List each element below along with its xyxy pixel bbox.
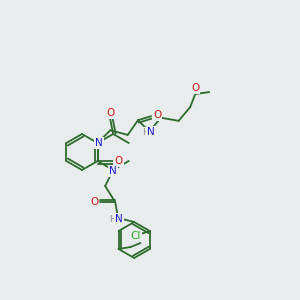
Text: H: H	[109, 214, 116, 224]
Text: H: H	[142, 128, 149, 137]
Text: O: O	[153, 110, 161, 120]
Text: N: N	[148, 128, 155, 137]
Text: O: O	[90, 197, 98, 207]
Text: O: O	[115, 156, 123, 166]
Text: N: N	[109, 166, 117, 176]
Text: O: O	[191, 83, 199, 93]
Text: N: N	[115, 214, 123, 224]
Text: Cl: Cl	[130, 231, 141, 241]
Text: O: O	[106, 108, 114, 118]
Text: N: N	[95, 138, 103, 148]
